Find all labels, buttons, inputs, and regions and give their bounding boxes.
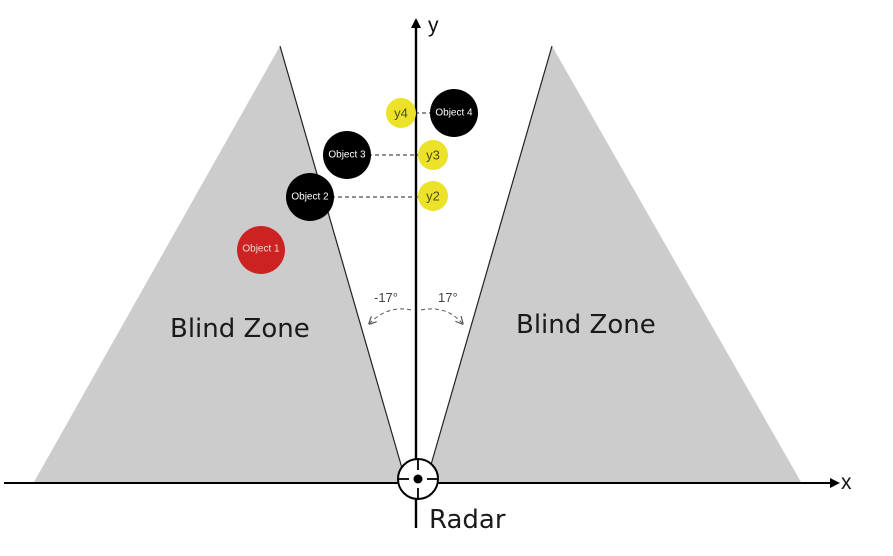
left-blind-zone: [34, 46, 406, 482]
object-3: Object 3: [323, 131, 371, 179]
object-2-label: Object 2: [291, 192, 329, 203]
object-3-label: Object 3: [328, 150, 366, 161]
y3-marker-circle: [418, 140, 448, 170]
y3-marker-label: y3: [426, 148, 440, 163]
y4-marker-label: y4: [394, 106, 408, 121]
object-1-label: Object 1: [242, 244, 280, 255]
object-2: Object 2: [286, 173, 334, 221]
right-blind-zone: [426, 46, 801, 482]
radar-label: Radar: [429, 505, 506, 535]
y2-marker: y2: [418, 181, 448, 211]
right-angle-label: 17°: [438, 290, 458, 305]
right-blind-zone-label: Blind Zone: [516, 310, 656, 340]
left-boundary-line: [279, 45, 407, 483]
y2-marker-circle: [418, 181, 448, 211]
left-angle-label: -17°: [374, 290, 398, 305]
right-angle-arc: [420, 308, 462, 323]
object-2-marker: [286, 173, 334, 221]
object-4-marker: [430, 89, 478, 137]
left-blind-zone-label: Blind Zone: [170, 314, 310, 344]
y4-marker: y4: [386, 98, 416, 128]
y2-marker-label: y2: [426, 189, 440, 204]
object-1: Object 1: [237, 226, 285, 274]
object-1-marker: [237, 226, 285, 274]
y4-marker-circle: [386, 98, 416, 128]
y-axis-label: y: [428, 14, 439, 37]
y3-marker: y3: [418, 140, 448, 170]
right-boundary-line: [425, 45, 553, 483]
object-4: Object 4: [430, 89, 478, 137]
radar-icon: [397, 458, 439, 500]
x-axis-label: x: [841, 471, 852, 494]
left-angle-arc: [370, 308, 412, 323]
object-4-label: Object 4: [435, 108, 473, 119]
object-3-marker: [323, 131, 371, 179]
